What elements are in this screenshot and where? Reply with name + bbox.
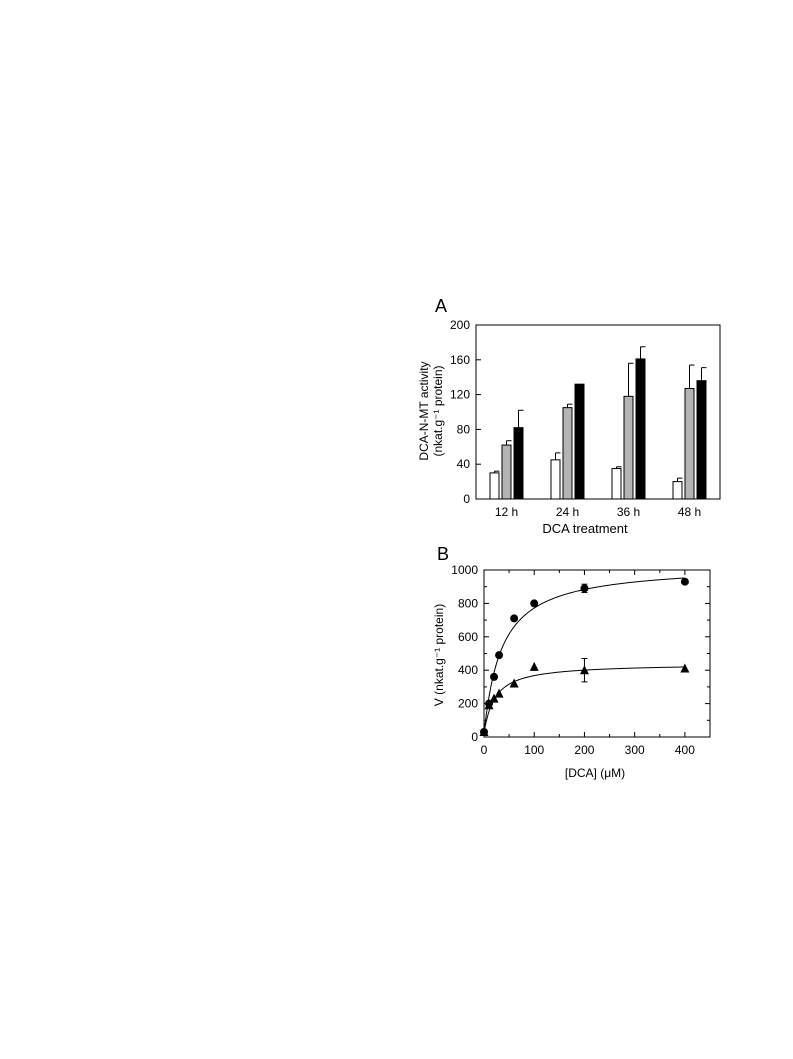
panel-b-x-tick-label: 100 (524, 743, 544, 757)
panel-a-x-tick-label: 24 h (556, 505, 579, 519)
panel-b-y-axis-title: V (nkat.g⁻¹ protein) (432, 604, 446, 706)
panel-b-y-tick-label: 1000 (451, 563, 478, 577)
panel-a-y-tick-label: 200 (450, 318, 470, 332)
panel-b-y-tick-label: 400 (458, 663, 478, 677)
panel-b-points (479, 577, 690, 736)
panel-a-y-tick-label: 80 (457, 422, 471, 436)
panel-b-point-triangle (680, 663, 690, 673)
panel-a-bar (623, 395, 634, 500)
panel-a-bar (696, 380, 707, 500)
panel-b-y-tick-label: 0 (471, 730, 478, 744)
panel-b-y-tick-label: 600 (458, 630, 478, 644)
panel-b-x-axis: 0 100 200 300 400 (481, 570, 695, 757)
panel-a-plot-frame (475, 324, 721, 500)
panel-a-bar (562, 407, 573, 500)
panel-a-x-axis-title: DCA treatment (542, 521, 628, 536)
panel-a-bar (635, 358, 646, 500)
panel-b-point-circle (680, 577, 689, 586)
panel-b-x-tick-label: 200 (574, 743, 594, 757)
panel-b-point-triangle (509, 678, 519, 688)
panel-a-x-axis: 12 h 24 h 36 h 48 h (495, 505, 701, 519)
panel-a-y-axis: 0 40 80 120 160 200 (450, 318, 481, 506)
panel-a-bar (574, 383, 585, 500)
panel-a-bar (489, 472, 500, 500)
panel-b-plot-frame (483, 569, 711, 738)
panel-a-bar (501, 444, 512, 500)
panel-a-x-tick-label: 48 h (678, 505, 701, 519)
panel-b-y-tick-label: 800 (458, 596, 478, 610)
panel-a-bar (550, 459, 561, 500)
panel-b-point-triangle (489, 693, 499, 703)
panel-b-label: B (437, 544, 449, 564)
panel-b-y-axis: 0 200 400 600 800 1000 (451, 563, 710, 744)
panel-b-fit-curves (483, 577, 685, 733)
panel-b-point-circle (495, 651, 504, 660)
panel-a-y-tick-label: 40 (457, 457, 471, 471)
panel-b-point-triangle (479, 726, 489, 736)
panel-a-bars (489, 346, 707, 500)
panel-a-y-tick-label: 160 (450, 353, 470, 367)
panel-b-fit-curve-1 (483, 577, 685, 733)
panel-a-bar (672, 481, 683, 500)
panel-a-y-tick-label: 0 (463, 492, 470, 506)
panel-a-bar (513, 427, 524, 500)
panel-a-y-axis-unit: (nkat.g⁻¹ protein) (431, 365, 445, 456)
panel-b-point-circle (530, 599, 539, 608)
panel-b-point-circle (580, 584, 589, 593)
panel-b-point-triangle (494, 688, 504, 698)
panel-b-y-tick-label: 200 (458, 697, 478, 711)
panel-b-point-circle (490, 672, 499, 681)
panel-a-label: A (435, 296, 447, 316)
panel-a-y-tick-label: 120 (450, 388, 470, 402)
panel-a-bar (611, 468, 622, 500)
panel-b-x-tick-label: 0 (481, 743, 488, 757)
panel-b-x-axis-title: [DCA] (μM) (565, 766, 625, 780)
panel-a-bar (684, 388, 695, 500)
panel-a-x-tick-label: 12 h (495, 505, 518, 519)
panel-b-x-tick-label: 400 (675, 743, 695, 757)
panel-b: B 0 200 400 600 800 1000 0 100 200 300 400 [DCA] … (432, 544, 711, 780)
panel-b-point-triangle (529, 661, 539, 671)
panel-b-point-circle (510, 614, 519, 623)
panel-b-point-triangle (484, 700, 494, 710)
panel-a-y-axis-title: DCA-N-MT activity (417, 361, 431, 460)
panel-a: A 0 40 80 120 160 200 12 h 24 h 36 h 48 h DCA tr… (417, 296, 721, 536)
panel-a-x-tick-label: 36 h (617, 505, 640, 519)
panel-b-point-triangle (579, 665, 589, 675)
panel-b-x-tick-label: 300 (625, 743, 645, 757)
